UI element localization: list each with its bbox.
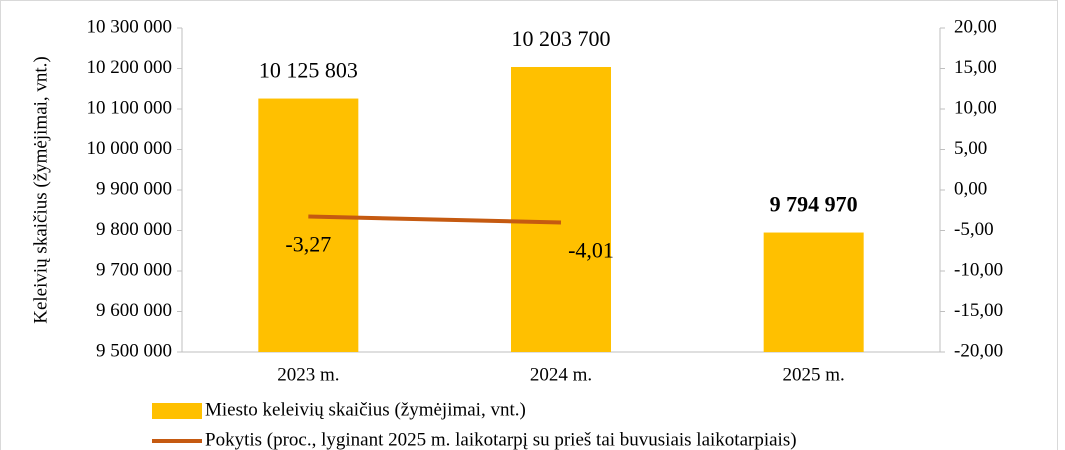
- x-tick-label: 2023 m.: [277, 364, 339, 385]
- y-axis-title: Keleivių skaičius (žymėjimai, vnt.): [30, 56, 51, 324]
- legend-label: Pokytis (proc., lyginant 2025 m. laikota…: [205, 429, 797, 450]
- y-tick-label: 10 000 000: [87, 138, 173, 159]
- y2-tick-label: 10,00: [954, 97, 997, 118]
- y-tick-label: 9 900 000: [96, 178, 172, 199]
- y2-tick-label: 20,00: [954, 16, 997, 37]
- data-label: 9 794 970: [770, 192, 858, 217]
- x-tick-label: 2024 m.: [530, 364, 592, 385]
- y-tick-label: 10 100 000: [87, 97, 173, 118]
- bar: [763, 232, 864, 352]
- bar: [511, 67, 611, 353]
- y-tick-label: 10 200 000: [87, 57, 173, 78]
- data-label: 10 125 803: [259, 58, 358, 83]
- y-tick-label: 9 600 000: [96, 300, 172, 321]
- y-tick-label: 10 300 000: [87, 16, 173, 37]
- y2-tick-label: 5,00: [954, 138, 987, 159]
- y2-tick-label: 0,00: [954, 178, 987, 199]
- y-tick-label: 9 800 000: [96, 219, 172, 240]
- bar: [258, 98, 359, 353]
- y-tick-label: 9 500 000: [96, 340, 172, 361]
- x-tick-label: 2025 m.: [783, 364, 845, 385]
- y2-tick-label: 15,00: [954, 57, 997, 78]
- line: [308, 214, 562, 225]
- y2-tick-label: -15,00: [954, 300, 1003, 321]
- y2-tick-label: -20,00: [954, 340, 1003, 361]
- legend-swatch: [152, 403, 202, 419]
- y-tick-label: 9 700 000: [96, 259, 172, 280]
- data-label: -3,27: [285, 232, 331, 257]
- y2-tick-label: -5,00: [954, 219, 994, 240]
- legend-label: Miesto keleivių skaičius (žymėjimai, vnt…: [205, 399, 526, 420]
- data-label: 10 203 700: [512, 26, 611, 51]
- y2-tick-label: -10,00: [954, 259, 1003, 280]
- data-label: -4,01: [568, 238, 614, 263]
